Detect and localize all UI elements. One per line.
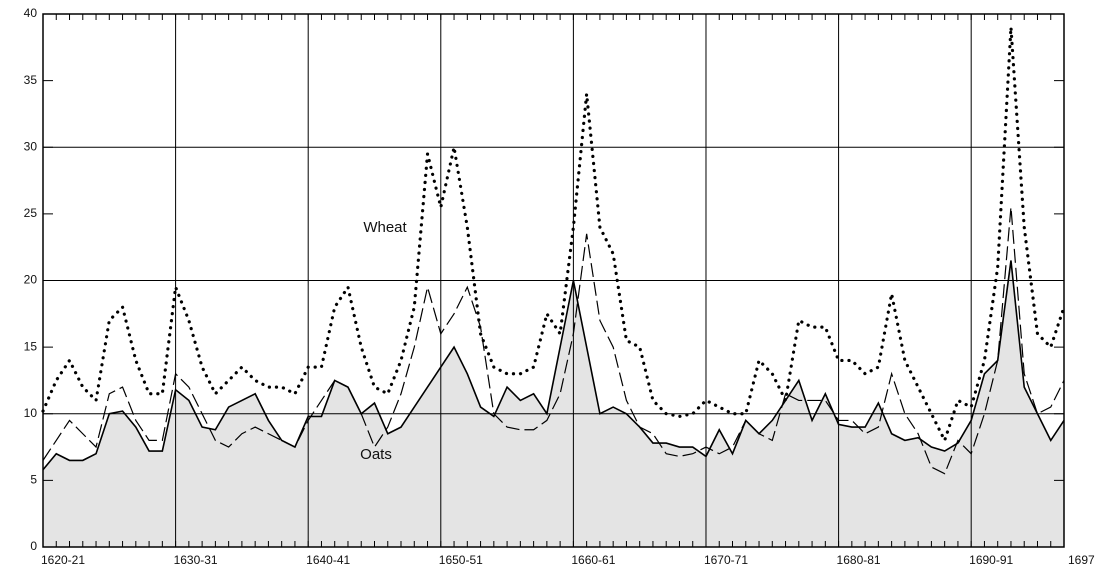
x-tick-label: 1650-51 (439, 553, 483, 567)
y-tick-label: 35 (24, 73, 38, 87)
area (43, 260, 1064, 547)
series-label: Oats (360, 446, 392, 463)
plot-frame (42, 13, 1065, 548)
y-tick-label: 40 (24, 6, 38, 20)
x-tick-label: 1620-21 (41, 553, 85, 567)
x-tick-label: 1690-91 (969, 553, 1013, 567)
y-tick-label: 0 (30, 539, 37, 553)
x-tick-label: 1660-61 (571, 553, 615, 567)
x-tick-label: 1697- (1068, 553, 1095, 567)
x-tick-label: 1630-31 (174, 553, 218, 567)
y-tick-label: 10 (24, 406, 38, 420)
series-line (42, 260, 1065, 471)
y-tick-label: 15 (24, 339, 38, 353)
series-line (41, 27, 1066, 445)
y-tick-label: 25 (24, 206, 38, 220)
y-tick-label: 30 (24, 139, 38, 153)
y-tick-label: 20 (24, 273, 38, 287)
series-line (42, 207, 1065, 475)
y-tick-label: 5 (30, 473, 37, 487)
x-tick-label: 1640-41 (306, 553, 350, 567)
series-label: Wheat (363, 219, 407, 236)
x-tick-label: 1670-71 (704, 553, 748, 567)
x-tick-label: 1680-81 (837, 553, 881, 567)
